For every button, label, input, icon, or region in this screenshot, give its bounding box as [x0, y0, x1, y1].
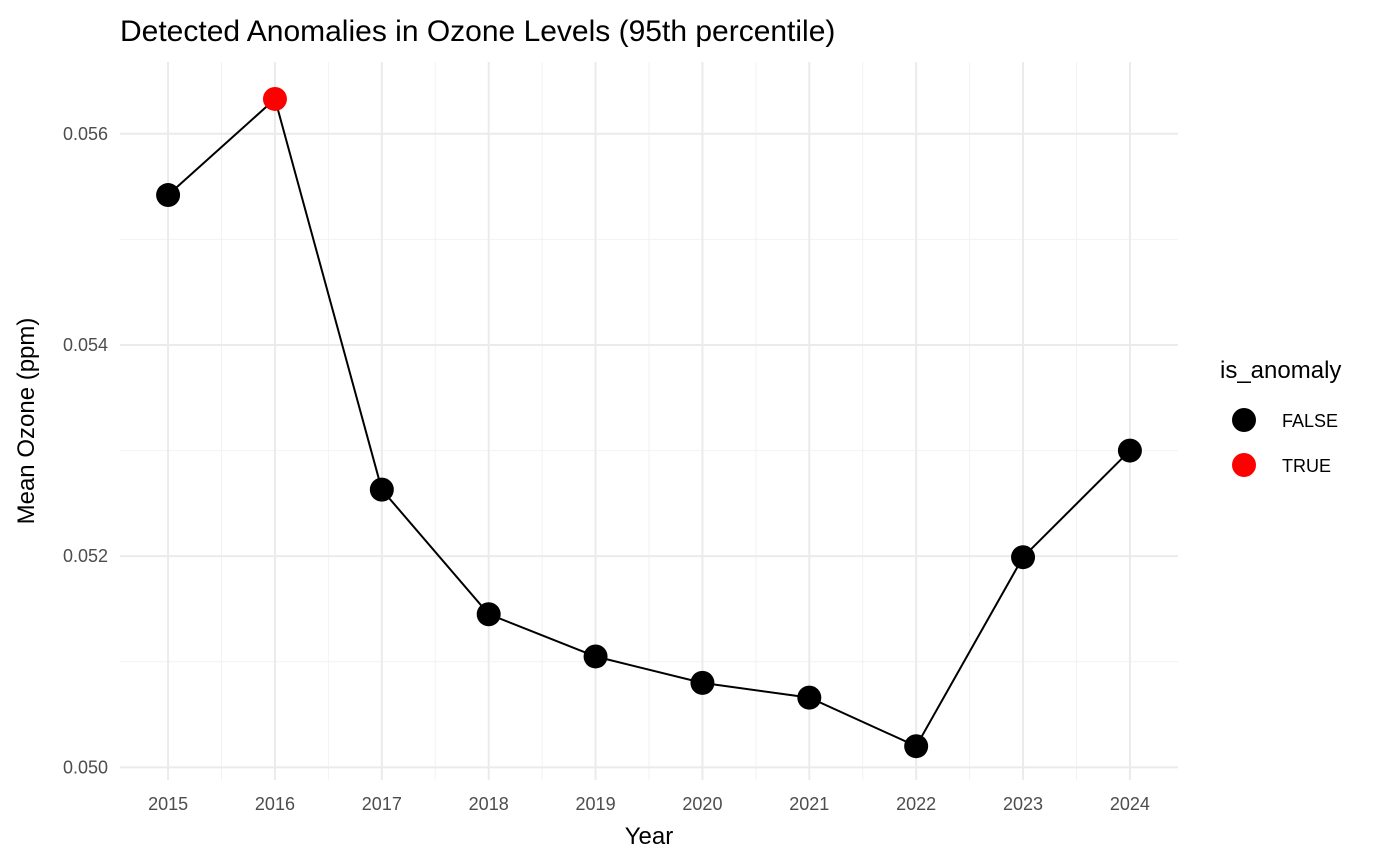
legend-label-true: TRUE [1282, 456, 1331, 476]
series-ozone [167, 97, 1131, 748]
x-axis-ticks: 2015 2016 2017 2018 2019 2020 2021 2022 2023 2024 [148, 794, 1150, 814]
x-tick-label: 2022 [896, 794, 936, 814]
legend: is_anomaly FALSE TRUE [1220, 357, 1341, 477]
legend-key-false [1232, 408, 1256, 432]
y-tick-label: 0.056 [63, 124, 108, 144]
x-axis-title: Year [625, 823, 674, 850]
data-point-2024 [1117, 438, 1142, 463]
x-tick-label: 2018 [469, 794, 509, 814]
data-point-2016-anomaly [262, 86, 287, 111]
y-tick-label: 0.050 [63, 757, 108, 777]
x-tick-label: 2021 [789, 794, 829, 814]
legend-title: is_anomaly [1220, 357, 1341, 384]
data-point-2015 [156, 183, 181, 208]
plot-grid [120, 62, 1178, 780]
data-point-2019 [583, 644, 608, 669]
data-point-2018 [476, 602, 501, 627]
data-point-2017 [369, 477, 394, 502]
y-axis-ticks: 0.050 0.052 0.054 0.056 [63, 124, 108, 778]
data-point-2023 [1011, 545, 1036, 570]
ozone-line [167, 97, 1131, 748]
legend-label-false: FALSE [1282, 411, 1338, 431]
y-tick-label: 0.054 [63, 335, 108, 355]
data-point-2021 [797, 685, 822, 710]
x-tick-label: 2016 [255, 794, 295, 814]
chart-title: Detected Anomalies in Ozone Levels (95th… [120, 15, 835, 48]
x-tick-label: 2020 [682, 794, 722, 814]
x-tick-label: 2019 [576, 794, 616, 814]
y-axis-title: Mean Ozone (ppm) [13, 318, 40, 525]
data-point-2020 [690, 670, 715, 695]
x-tick-label: 2015 [148, 794, 188, 814]
y-tick-label: 0.052 [63, 546, 108, 566]
x-tick-label: 2024 [1110, 794, 1150, 814]
data-points [156, 86, 1142, 759]
legend-key-true [1232, 453, 1256, 477]
data-point-2022 [904, 734, 929, 759]
x-tick-label: 2017 [362, 794, 402, 814]
x-tick-label: 2023 [1003, 794, 1043, 814]
